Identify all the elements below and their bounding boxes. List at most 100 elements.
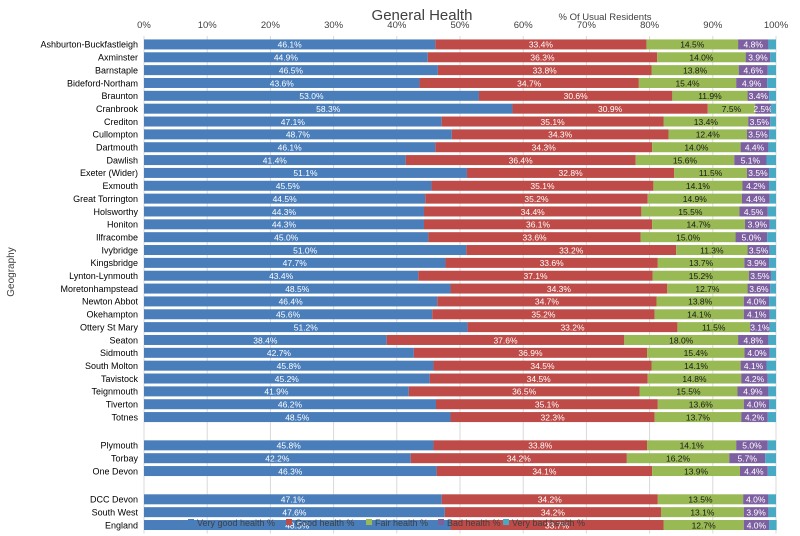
x-tick-label: 100% <box>764 20 789 31</box>
bar-segment <box>767 206 776 217</box>
bar-segment <box>654 412 742 423</box>
bar-segment <box>651 65 739 76</box>
category-label: England <box>105 520 138 530</box>
bar-segment <box>770 283 776 294</box>
data-label: 37.1% <box>523 271 548 281</box>
data-label: 4.1% <box>744 361 764 371</box>
bar-segment <box>445 257 658 268</box>
bar-segment <box>144 167 467 178</box>
legend-label: Very good health % <box>197 518 275 528</box>
bar-segment <box>428 232 641 243</box>
data-label: 12.4% <box>696 130 721 140</box>
bar-segment <box>410 453 627 464</box>
data-label: 4.0% <box>746 495 766 505</box>
bar-segment <box>450 283 668 294</box>
bar-segment <box>437 296 657 307</box>
category-label: Plymouth <box>100 441 138 451</box>
bar-segment <box>769 309 776 320</box>
bar-segment <box>144 232 429 243</box>
data-label: 51.1% <box>293 168 318 178</box>
data-label: 47.1% <box>281 117 306 127</box>
bar-segment <box>734 155 767 166</box>
data-label: 34.3% <box>547 284 572 294</box>
data-label: 15.5% <box>676 387 701 397</box>
bar-segment <box>144 155 406 166</box>
data-label: 34.2% <box>541 507 566 517</box>
data-label: 48.7% <box>286 130 311 140</box>
bar-segment <box>769 193 776 204</box>
category-label: Totnes <box>111 412 138 422</box>
bar-segment <box>647 440 737 451</box>
category-label: Torbay <box>111 453 139 463</box>
bar-segment <box>739 206 768 217</box>
data-label: 34.1% <box>532 466 557 476</box>
bar-segment <box>451 129 669 140</box>
bar-segment <box>441 494 658 505</box>
bar-segment <box>748 270 771 281</box>
data-label: 48.5% <box>285 520 310 530</box>
bar-segment <box>766 155 776 166</box>
data-label: 15.4% <box>684 348 709 358</box>
bar-segment <box>770 116 776 127</box>
bar-segment <box>767 373 776 384</box>
data-label: 3.9% <box>747 258 767 268</box>
bar-segment <box>767 65 776 76</box>
bar-segment <box>744 257 770 268</box>
bar-segment <box>433 360 652 371</box>
bar-segment <box>450 520 664 531</box>
data-label: 4.2% <box>746 181 766 191</box>
bar-segment <box>144 360 434 371</box>
data-label: 34.2% <box>507 453 532 463</box>
bar-segment <box>747 245 770 256</box>
bar-segment <box>144 283 451 294</box>
chart-title: General Health <box>372 7 473 24</box>
bar-segment <box>639 386 738 397</box>
category-label: Cranbrook <box>96 104 139 114</box>
bar-segment <box>433 440 648 451</box>
data-label: 45.5% <box>276 181 301 191</box>
data-label: 34.3% <box>532 143 557 153</box>
category-labels: Ashburton-Buckfastleigh Axminster Barnstap… <box>40 40 138 531</box>
bar-segment <box>647 347 745 358</box>
legend-label: Fair health % <box>375 518 428 528</box>
data-label: 15.5% <box>678 207 703 217</box>
data-label: 35.2% <box>531 310 556 320</box>
data-label: 43.6% <box>270 78 295 88</box>
bar-segment <box>436 466 653 477</box>
bar-segment <box>768 39 776 50</box>
bar-segment <box>144 90 479 101</box>
data-label: 4.4% <box>744 466 764 476</box>
bar-segment <box>467 322 678 333</box>
data-label: 3.5% <box>748 168 768 178</box>
x-tick-label: 80% <box>640 20 660 31</box>
bar-segment <box>423 219 653 230</box>
bar-segment <box>769 347 776 358</box>
data-label: 13.7% <box>689 258 714 268</box>
data-label: 34.2% <box>538 495 563 505</box>
data-label: 13.8% <box>688 297 713 307</box>
data-label: 4.5% <box>744 207 764 217</box>
x-axis-tick-labels: 0% 10% 20% 30% 40% 50% 60% 70% 80% 90% 100% <box>137 20 789 31</box>
data-label: 12.7% <box>695 284 720 294</box>
bar-segment <box>144 142 436 153</box>
bar-segment <box>736 440 768 451</box>
bar-segment <box>641 206 740 217</box>
bar-segment <box>144 270 419 281</box>
data-label: 14.0% <box>684 143 709 153</box>
bar-segment <box>652 466 740 477</box>
data-label: 51.0% <box>293 245 318 255</box>
data-label: 35.1% <box>530 181 555 191</box>
bar-segment <box>743 399 770 410</box>
data-label: 41.9% <box>264 387 289 397</box>
data-label: 4.4% <box>746 194 766 204</box>
data-label: 46.3% <box>278 466 303 476</box>
bar-segment <box>748 116 771 127</box>
bar-segment <box>144 373 430 384</box>
bar-segment <box>651 360 741 371</box>
data-label: 13.9% <box>684 466 709 476</box>
x-tick-label: 60% <box>514 20 534 31</box>
bar-segment <box>740 142 769 153</box>
bar-segment <box>144 39 436 50</box>
bar-segment <box>769 129 776 140</box>
bar-segment <box>729 453 766 464</box>
